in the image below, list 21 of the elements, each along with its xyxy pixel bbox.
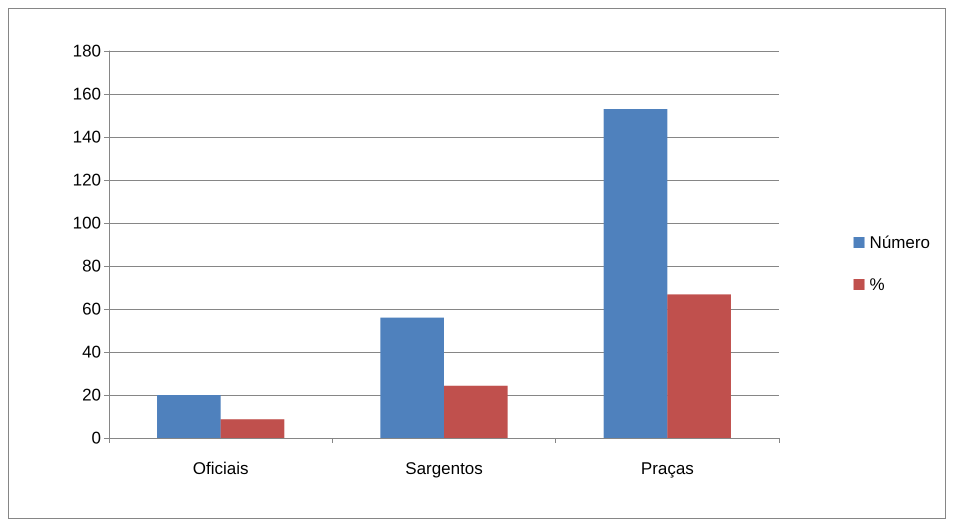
y-tick-label: 180: [72, 42, 101, 60]
bar: [667, 294, 731, 438]
bar: [220, 419, 284, 438]
x-tick-label: Oficiais: [192, 459, 249, 478]
y-tick-label: 140: [72, 128, 101, 146]
y-tick-label: 40: [82, 342, 101, 362]
bar: [604, 109, 668, 438]
y-tick-label: 80: [82, 256, 101, 276]
y-tick-label: 0: [92, 428, 101, 448]
x-tick-label: Sargentos: [405, 459, 483, 478]
legend-label: Número: [870, 233, 930, 252]
y-tick-label: 100: [72, 214, 101, 232]
y-tick-label: 20: [82, 386, 101, 404]
legend-label: %: [870, 275, 885, 294]
y-tick-label: 160: [72, 84, 101, 104]
bar: [444, 386, 508, 438]
x-tick-label: Praças: [640, 459, 694, 478]
bar: [380, 318, 444, 438]
y-tick-label: 120: [72, 170, 101, 190]
bar: [157, 395, 221, 438]
y-tick-label: 60: [82, 300, 101, 318]
